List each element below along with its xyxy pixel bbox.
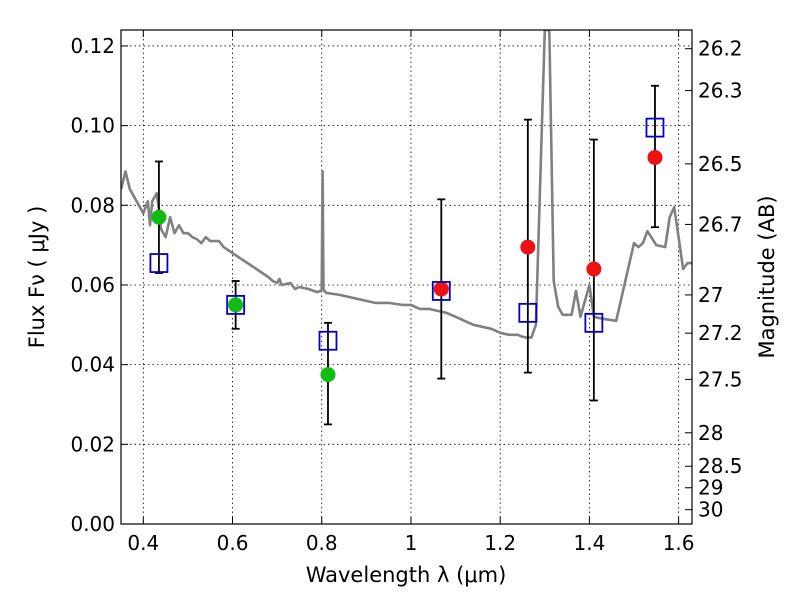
model-square-point	[226, 294, 246, 315]
magnitude-tick-label: 29	[698, 476, 723, 500]
model-square-point	[645, 117, 665, 138]
red-point	[647, 149, 663, 165]
magnitude-tick-label: 27	[698, 283, 723, 307]
magnitude-tick-label: 28	[698, 421, 723, 445]
y-axis-label: Flux Fν ( μJy )	[25, 206, 49, 349]
axis-ticks: 0.4 0.6 0.8 1 1.2 1.4 1.6 0.00 0.02 0.04 0.06 0.08 0…	[70, 30, 743, 555]
y-tick-label: 0.08	[70, 193, 115, 217]
green-point	[151, 209, 167, 225]
red-point	[520, 239, 536, 255]
plot-area	[121, 30, 692, 339]
y-tick-label: 0.02	[70, 432, 115, 456]
y-tick-label: 0.04	[70, 353, 115, 377]
markers	[149, 117, 665, 383]
spectrum-line	[121, 30, 692, 339]
magnitude-tick-label: 26.5	[698, 152, 743, 176]
magnitude-tick-label: 27.2	[698, 321, 743, 345]
magnitude-tick-label: 28.5	[698, 454, 743, 478]
y-tick-label: 0.10	[70, 114, 115, 138]
magnitude-tick-label: 26.2	[698, 37, 743, 61]
magnitude-tick-label: 26.7	[698, 212, 743, 236]
plot-frame	[120, 29, 693, 525]
red-point	[586, 261, 602, 277]
x-tick-label: 1.6	[663, 531, 695, 555]
error-bars	[154, 84, 659, 426]
x-tick-label: 0.8	[306, 531, 338, 555]
model-square-point	[584, 312, 604, 333]
green-point	[320, 367, 336, 383]
right-axis-label: Magnitude (AB)	[755, 195, 779, 358]
model-square-point	[431, 281, 451, 301]
model-square-point	[518, 302, 538, 323]
y-tick-label: 0.12	[70, 34, 115, 58]
magnitude-tick-label: 30	[698, 498, 723, 522]
magnitude-tick-label: 27.5	[698, 367, 743, 391]
y-tick-label: 0.00	[70, 512, 115, 536]
x-tick-label: 1.4	[573, 531, 605, 555]
model-square-point	[318, 330, 338, 351]
y-tick-label: 0.06	[70, 273, 115, 297]
green-point	[228, 297, 244, 313]
magnitude-tick-label: 26.3	[698, 79, 743, 103]
red-point	[433, 281, 449, 297]
grid-lines	[121, 30, 692, 525]
x-tick-label: 1	[405, 531, 418, 555]
x-tick-label: 0.6	[217, 531, 249, 555]
model-square-point	[149, 253, 169, 273]
x-tick-label: 0.4	[127, 531, 159, 555]
x-axis-label: Wavelength λ (μm)	[306, 563, 507, 587]
x-tick-label: 1.2	[484, 531, 516, 555]
